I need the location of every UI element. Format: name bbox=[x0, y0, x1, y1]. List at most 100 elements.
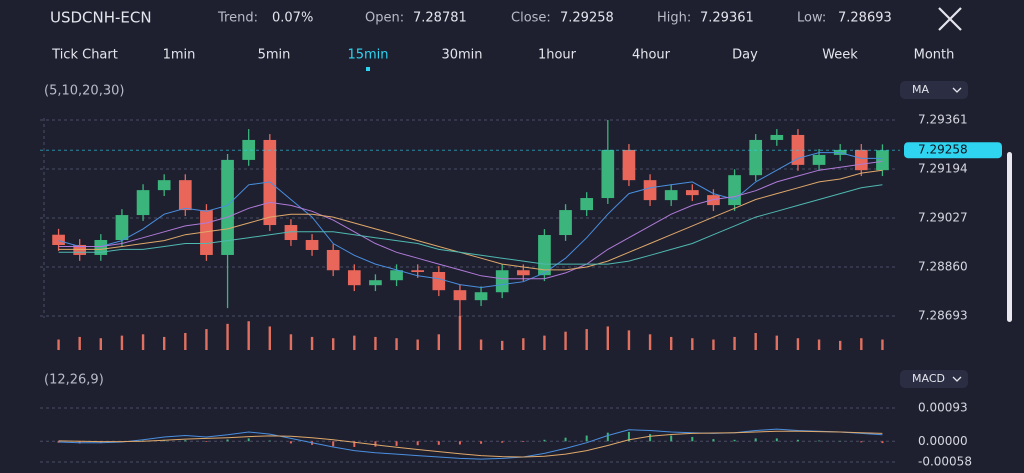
timeframe-tab[interactable]: 15min bbox=[347, 48, 388, 63]
indicator-dropdown[interactable] bbox=[900, 81, 968, 99]
macd-histogram-bar bbox=[839, 440, 842, 442]
volume-bar bbox=[500, 340, 504, 350]
volume-bar bbox=[860, 338, 863, 350]
candle-body bbox=[538, 235, 551, 276]
macd-histogram-bar bbox=[796, 439, 799, 442]
volume-bar bbox=[205, 329, 208, 350]
indicator-line bbox=[58, 428, 883, 460]
candle-body bbox=[685, 190, 699, 196]
dropdown-chevron[interactable] bbox=[952, 87, 962, 93]
active-indicator bbox=[366, 67, 370, 71]
volume-bar bbox=[838, 340, 842, 350]
candle-body bbox=[221, 159, 234, 255]
timeframe-tab[interactable]: Month bbox=[914, 48, 955, 63]
volume-bar bbox=[585, 329, 588, 350]
candle-body bbox=[305, 240, 319, 250]
volume-bar bbox=[458, 316, 462, 350]
volume-bar bbox=[416, 339, 419, 350]
candle-body bbox=[559, 210, 572, 236]
volume-bar bbox=[162, 336, 166, 350]
macd-histogram-bar bbox=[585, 435, 588, 442]
macd-histogram-bar bbox=[458, 441, 461, 445]
indicator-dropdown[interactable] bbox=[900, 370, 968, 388]
candle-body bbox=[432, 271, 446, 291]
close-button[interactable] bbox=[938, 7, 962, 31]
macd-histogram-bar bbox=[99, 441, 102, 444]
volume-bar bbox=[331, 338, 335, 350]
macd-histogram-bar bbox=[712, 439, 715, 442]
volume-bar bbox=[247, 321, 250, 350]
volume-bar bbox=[796, 338, 800, 350]
y-tick-label: 0.00000 bbox=[918, 434, 968, 448]
candle-body bbox=[474, 292, 488, 301]
volume-bar bbox=[522, 338, 525, 350]
volume-bar bbox=[817, 339, 821, 350]
macd-histogram-bar bbox=[691, 436, 694, 442]
macd-histogram-bar bbox=[522, 441, 525, 442]
macd-histogram-bar bbox=[184, 440, 187, 442]
indicator-name[interactable]: MACD bbox=[912, 372, 945, 385]
candle-body bbox=[52, 234, 65, 245]
stat-value: 7.29361 bbox=[700, 11, 754, 26]
volume-bar bbox=[606, 326, 610, 350]
volume-bar bbox=[353, 335, 356, 350]
stat-value: 7.29258 bbox=[560, 11, 614, 26]
volume-bar bbox=[691, 338, 694, 350]
macd-histogram-bar bbox=[649, 434, 652, 442]
volume-bar bbox=[310, 336, 314, 350]
macd-histogram-bar bbox=[627, 431, 630, 442]
volume-bar bbox=[289, 334, 293, 350]
macd-histogram-bar bbox=[775, 438, 778, 442]
macd-histogram-bar bbox=[247, 438, 250, 442]
macd-histogram-bar bbox=[374, 441, 377, 447]
indicator-params: (5,10,20,30) bbox=[44, 84, 124, 99]
candle-body bbox=[770, 134, 784, 140]
candle-body bbox=[347, 270, 361, 286]
volume-bar bbox=[99, 338, 103, 350]
volume-bar bbox=[268, 326, 272, 350]
indicator-line bbox=[58, 430, 883, 458]
y-tick-label: 7.28860 bbox=[918, 260, 968, 274]
candle-body bbox=[749, 139, 763, 176]
timeframe-tab[interactable]: 30min bbox=[441, 48, 482, 63]
candle-body bbox=[284, 225, 298, 241]
scrollbar[interactable] bbox=[1007, 152, 1012, 322]
timeframe-tab[interactable]: Day bbox=[732, 48, 758, 63]
stat-label: Trend: bbox=[217, 11, 258, 26]
candle-body bbox=[326, 249, 340, 271]
candle-body bbox=[728, 175, 741, 206]
y-tick-label: 7.29194 bbox=[918, 162, 968, 176]
macd-histogram-bar bbox=[57, 441, 60, 443]
macd-histogram-bar bbox=[543, 439, 546, 442]
y-tick-label: 7.29361 bbox=[918, 113, 968, 127]
timeframe-tab[interactable]: 1min bbox=[163, 48, 196, 63]
stat-value: 7.28693 bbox=[838, 11, 892, 26]
timeframe-tab[interactable]: 4hour bbox=[632, 48, 671, 63]
macd-histogram-bar bbox=[670, 435, 673, 442]
volume-bar bbox=[437, 334, 441, 350]
indicator-name[interactable]: MA bbox=[912, 83, 929, 96]
timeframe-tab[interactable]: 1hour bbox=[538, 48, 577, 63]
macd-histogram-bar bbox=[226, 439, 229, 442]
macd-histogram-bar bbox=[733, 439, 736, 442]
macd-histogram-bar bbox=[860, 441, 863, 443]
candle-body bbox=[94, 240, 108, 255]
timeframe-tab[interactable]: 5min bbox=[258, 48, 291, 63]
indicator-line bbox=[58, 160, 883, 280]
y-tick-label: 0.00093 bbox=[918, 401, 968, 415]
timeframe-tab[interactable]: Week bbox=[822, 48, 858, 63]
y-tick-label: 7.29027 bbox=[918, 211, 968, 225]
candle-body bbox=[242, 139, 256, 160]
candle-body bbox=[601, 149, 615, 199]
dropdown-chevron[interactable] bbox=[952, 376, 962, 382]
volume-bar bbox=[648, 334, 652, 350]
macd-histogram-bar bbox=[437, 441, 440, 445]
candle-body bbox=[411, 270, 425, 272]
macd-histogram-bar bbox=[268, 440, 271, 442]
timeframe-tab[interactable]: Tick Chart bbox=[51, 48, 118, 63]
close-icon[interactable] bbox=[938, 7, 962, 31]
volume-bar bbox=[479, 339, 483, 350]
symbol: USDCNH-ECN bbox=[50, 9, 152, 27]
